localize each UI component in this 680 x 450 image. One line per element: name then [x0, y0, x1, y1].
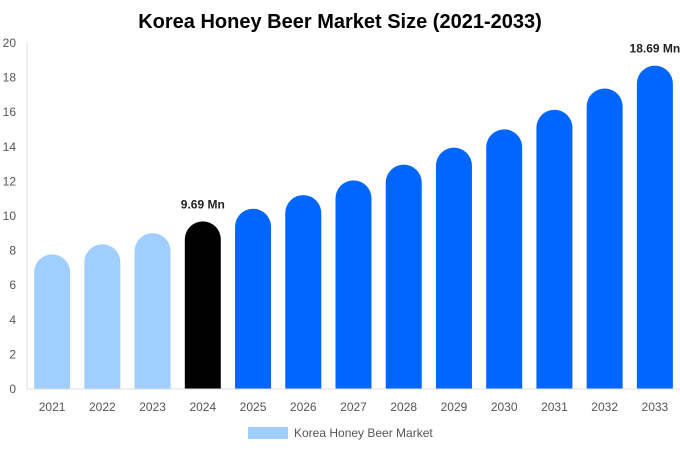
bar-2025[interactable]	[235, 208, 272, 389]
bars: 9.69 Mn 18.69 Mn	[34, 42, 680, 390]
x-tick-label: 2031	[541, 400, 568, 414]
y-tick-label: 6	[9, 278, 16, 292]
x-tick-label: 2029	[441, 400, 468, 414]
y-tick-label: 4	[9, 313, 16, 327]
bar-2032[interactable]	[586, 88, 623, 390]
x-tick-label: 2026	[290, 400, 317, 414]
x-axis: 2021 2022 2023 2024 2025 2026 2027 2028 2029 2030…	[27, 388, 680, 414]
bar-2029[interactable]	[435, 147, 472, 389]
y-tick-label: 10	[3, 209, 17, 223]
bar-2030[interactable]	[486, 129, 523, 389]
x-tick-label: 2024	[189, 400, 216, 414]
x-tick-label: 2023	[139, 400, 166, 414]
legend-swatch	[248, 427, 288, 439]
legend-label[interactable]: Korea Honey Beer Market	[294, 426, 433, 440]
y-tick-label: 12	[3, 174, 17, 188]
x-tick-label: 2027	[340, 400, 367, 414]
chart-title: Korea Honey Beer Market Size (2021-2033)	[138, 11, 542, 33]
bar-2026[interactable]	[285, 195, 322, 389]
y-tick-label: 2	[9, 347, 16, 361]
x-tick-label: 2033	[642, 400, 669, 414]
bar-2023[interactable]	[134, 233, 171, 389]
x-tick-label: 2022	[89, 400, 116, 414]
bar-2028[interactable]	[385, 164, 422, 389]
y-tick-label: 20	[3, 36, 17, 50]
x-tick-label: 2032	[591, 400, 618, 414]
y-tick-label: 16	[3, 105, 17, 119]
bar-2027[interactable]	[335, 180, 372, 389]
y-tick-label: 18	[3, 71, 17, 85]
x-tick-label: 2028	[390, 400, 417, 414]
x-tick-label: 2025	[240, 400, 267, 414]
legend[interactable]: Korea Honey Beer Market	[248, 426, 433, 440]
bar-2021[interactable]	[34, 254, 71, 389]
y-tick-label: 0	[9, 382, 16, 396]
y-tick-label: 14	[3, 140, 17, 154]
y-axis: 0 2 4 6 8 10 12 14 16 18 20	[3, 36, 28, 396]
data-label-2024: 9.69 Mn	[181, 197, 225, 211]
x-tick-label: 2021	[39, 400, 66, 414]
bar-2022[interactable]	[84, 244, 121, 389]
bar-2031[interactable]	[536, 109, 573, 389]
bar-2033[interactable]	[636, 65, 673, 390]
y-tick-label: 8	[9, 244, 16, 258]
data-label-2033: 18.69 Mn	[630, 42, 680, 56]
x-tick-label: 2030	[491, 400, 518, 414]
bar-2024[interactable]	[184, 221, 221, 389]
